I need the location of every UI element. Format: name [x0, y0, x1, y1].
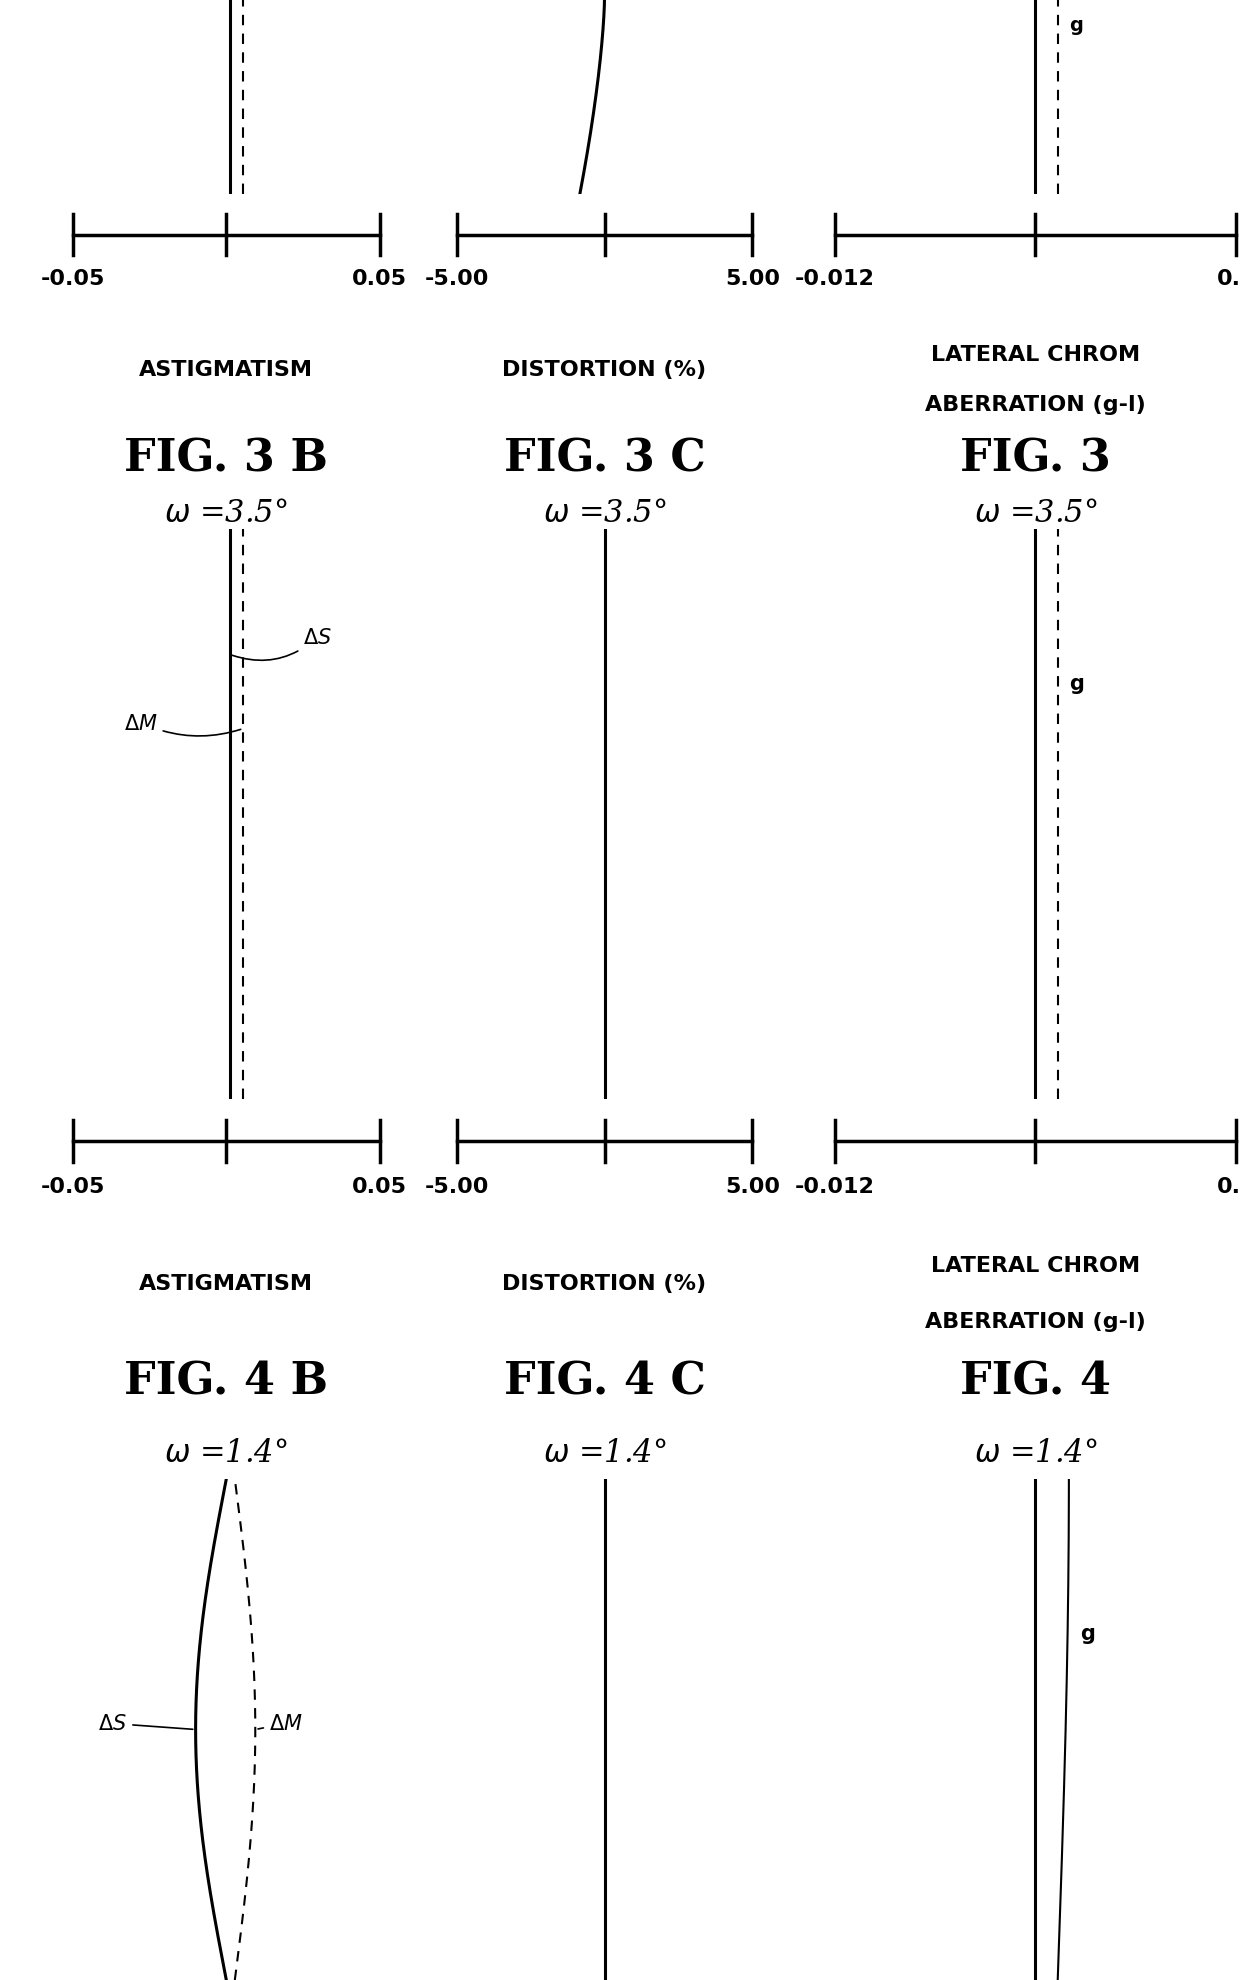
Text: -0.05: -0.05 — [41, 1176, 105, 1196]
Text: DISTORTION (%): DISTORTION (%) — [502, 360, 707, 380]
Text: FIG. 4 B: FIG. 4 B — [124, 1360, 329, 1402]
Text: $\omega$ =1.4°: $\omega$ =1.4° — [543, 1437, 666, 1469]
Text: LATERAL CHROM: LATERAL CHROM — [931, 1255, 1140, 1275]
Text: g: g — [1069, 673, 1084, 693]
Text: $\omega$ =3.5°: $\omega$ =3.5° — [973, 497, 1097, 529]
Text: $\Delta M$: $\Delta M$ — [124, 713, 241, 737]
Text: FIG. 4 C: FIG. 4 C — [503, 1360, 706, 1402]
Text: ABERRATION (g-l): ABERRATION (g-l) — [925, 394, 1146, 414]
Text: FIG. 3 B: FIG. 3 B — [124, 438, 329, 481]
Text: -5.00: -5.00 — [424, 1176, 489, 1196]
Text: $\omega$ =1.4°: $\omega$ =1.4° — [973, 1437, 1097, 1469]
Text: $\omega$ =3.5°: $\omega$ =3.5° — [543, 497, 666, 529]
Text: 0.0: 0.0 — [1216, 269, 1240, 289]
Text: g: g — [1080, 1624, 1095, 1643]
Text: 0.05: 0.05 — [352, 269, 407, 289]
Text: FIG. 4: FIG. 4 — [960, 1360, 1111, 1402]
Text: -0.05: -0.05 — [41, 269, 105, 289]
Text: 5.00: 5.00 — [725, 1176, 780, 1196]
Text: DISTORTION (%): DISTORTION (%) — [502, 1273, 707, 1293]
Text: FIG. 3 C: FIG. 3 C — [503, 438, 706, 481]
Text: ASTIGMATISM: ASTIGMATISM — [139, 1273, 314, 1293]
Text: -5.00: -5.00 — [424, 269, 489, 289]
Text: -0.012: -0.012 — [795, 269, 874, 289]
Text: $\omega$ =3.5°: $\omega$ =3.5° — [165, 497, 288, 529]
Text: ABERRATION (g-l): ABERRATION (g-l) — [925, 1311, 1146, 1331]
Text: -0.012: -0.012 — [795, 1176, 874, 1196]
Text: $\Delta M$: $\Delta M$ — [258, 1713, 303, 1734]
Text: 0.05: 0.05 — [352, 1176, 407, 1196]
Text: FIG. 3: FIG. 3 — [960, 438, 1111, 481]
Text: LATERAL CHROM: LATERAL CHROM — [931, 345, 1140, 364]
Text: $\omega$ =1.4°: $\omega$ =1.4° — [165, 1437, 288, 1469]
Text: $\Delta S$: $\Delta S$ — [232, 628, 332, 661]
Text: 0.0: 0.0 — [1216, 1176, 1240, 1196]
Text: $\Delta S$: $\Delta S$ — [98, 1713, 193, 1734]
Text: g: g — [1069, 16, 1083, 34]
Text: ASTIGMATISM: ASTIGMATISM — [139, 360, 314, 380]
Text: 5.00: 5.00 — [725, 269, 780, 289]
